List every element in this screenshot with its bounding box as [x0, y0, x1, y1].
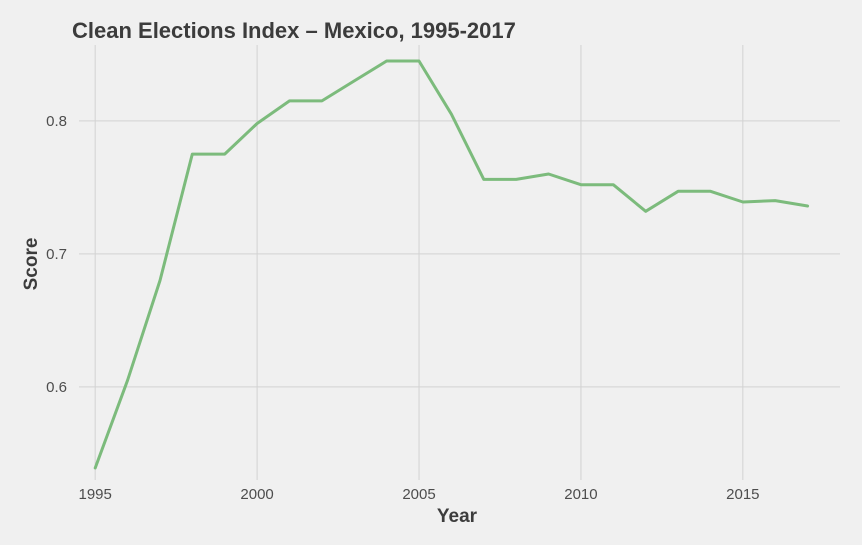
y-tick-label: 0.7	[46, 246, 67, 263]
y-axis-title: Score	[21, 238, 42, 291]
x-tick-label: 2010	[564, 486, 597, 503]
x-axis-title: Year	[437, 506, 478, 527]
x-tick-label: 2005	[402, 486, 435, 503]
tick-labels: 1995 2000 2005 2010 2015 0.6 0.7 0.8	[46, 113, 759, 503]
grid	[79, 45, 840, 480]
x-tick-label: 2000	[240, 486, 273, 503]
chart-title: Clean Elections Index – Mexico, 1995-201…	[72, 18, 516, 43]
y-tick-label: 0.8	[46, 113, 67, 130]
x-tick-label: 2015	[726, 486, 759, 503]
y-tick-label: 0.6	[46, 379, 67, 396]
series-line	[93, 59, 810, 470]
series	[93, 59, 810, 470]
x-tick-label: 1995	[79, 486, 112, 503]
